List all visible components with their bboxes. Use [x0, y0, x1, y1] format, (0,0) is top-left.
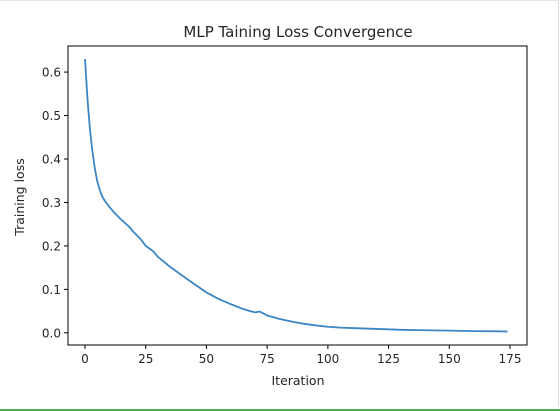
- cell-status-bar: [0, 409, 560, 411]
- x-tick-label: 125: [377, 352, 400, 366]
- x-ticks: 0 25 50 75 100 125 150 175: [81, 345, 521, 366]
- y-tick-label: 0.3: [42, 196, 61, 210]
- y-tick-label: 0.6: [42, 66, 61, 80]
- y-tick-label: 0.1: [42, 283, 61, 297]
- loss-line-0: [84, 58, 508, 333]
- y-axis-label: Training loss: [12, 158, 27, 236]
- x-tick-label: 175: [499, 352, 522, 366]
- y-tick-label: 0.4: [42, 152, 61, 166]
- y-tick-label: 0.5: [42, 109, 61, 123]
- x-axis-label: Iteration: [271, 373, 324, 388]
- y-tick-label: 0.0: [42, 326, 61, 340]
- x-tick-label: 75: [260, 352, 275, 366]
- x-tick-label: 50: [199, 352, 214, 366]
- x-tick-label: 0: [81, 352, 89, 366]
- x-tick-label: 150: [438, 352, 461, 366]
- x-tick-label: 25: [138, 352, 153, 366]
- series-group: [84, 58, 508, 333]
- x-tick-label: 100: [316, 352, 339, 366]
- plot-frame: [67, 45, 528, 346]
- y-ticks: 0.0 0.1 0.2 0.3 0.4 0.5 0.6: [42, 66, 68, 340]
- y-tick-label: 0.2: [42, 239, 61, 253]
- chart-title: MLP Taining Loss Convergence: [183, 23, 412, 41]
